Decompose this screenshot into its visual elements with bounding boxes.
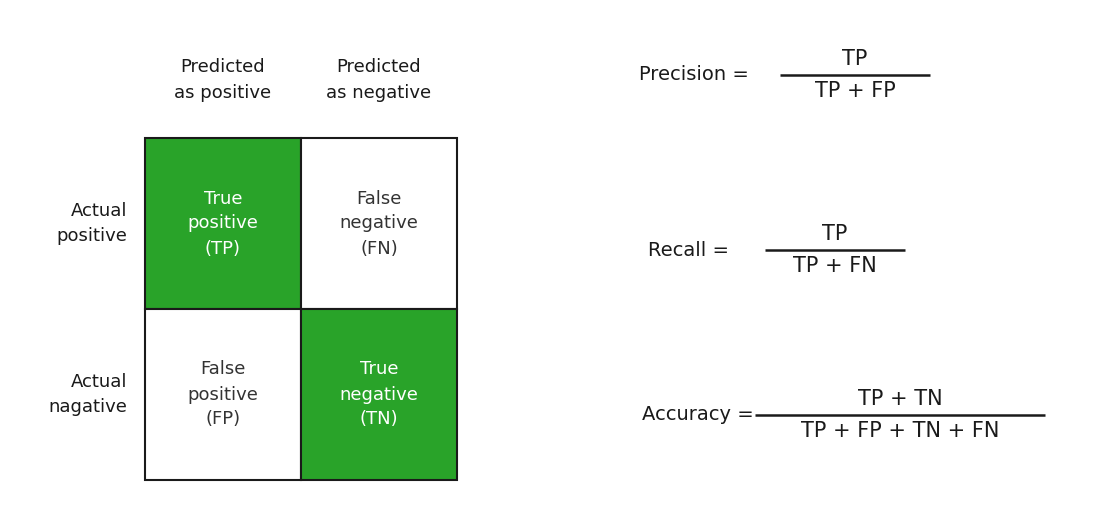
Text: TP: TP bbox=[822, 224, 848, 244]
Text: TP + TN: TP + TN bbox=[858, 389, 942, 409]
Text: Recall =: Recall = bbox=[648, 240, 734, 259]
Text: TP + FP + TN + FN: TP + FP + TN + FN bbox=[801, 421, 999, 441]
Text: TP + FN: TP + FN bbox=[794, 256, 877, 276]
Text: True
negative
(TN): True negative (TN) bbox=[340, 361, 419, 429]
Text: Accuracy =: Accuracy = bbox=[642, 406, 760, 425]
Text: Precision =: Precision = bbox=[639, 65, 755, 84]
Bar bbox=[145, 138, 301, 309]
Text: TP: TP bbox=[843, 49, 868, 69]
Text: Actual
nagative: Actual nagative bbox=[48, 373, 127, 416]
Text: True
positive
(TP): True positive (TP) bbox=[188, 190, 258, 258]
Text: Actual
positive: Actual positive bbox=[56, 202, 127, 245]
Text: Predicted
as negative: Predicted as negative bbox=[327, 59, 432, 101]
Text: TP + FP: TP + FP bbox=[814, 81, 895, 101]
Bar bbox=[301, 138, 457, 309]
Bar bbox=[145, 309, 301, 480]
Text: Predicted
as positive: Predicted as positive bbox=[175, 59, 271, 101]
Text: False
negative
(FN): False negative (FN) bbox=[340, 190, 419, 258]
Text: False
positive
(FP): False positive (FP) bbox=[188, 361, 258, 429]
Bar bbox=[301, 309, 457, 480]
